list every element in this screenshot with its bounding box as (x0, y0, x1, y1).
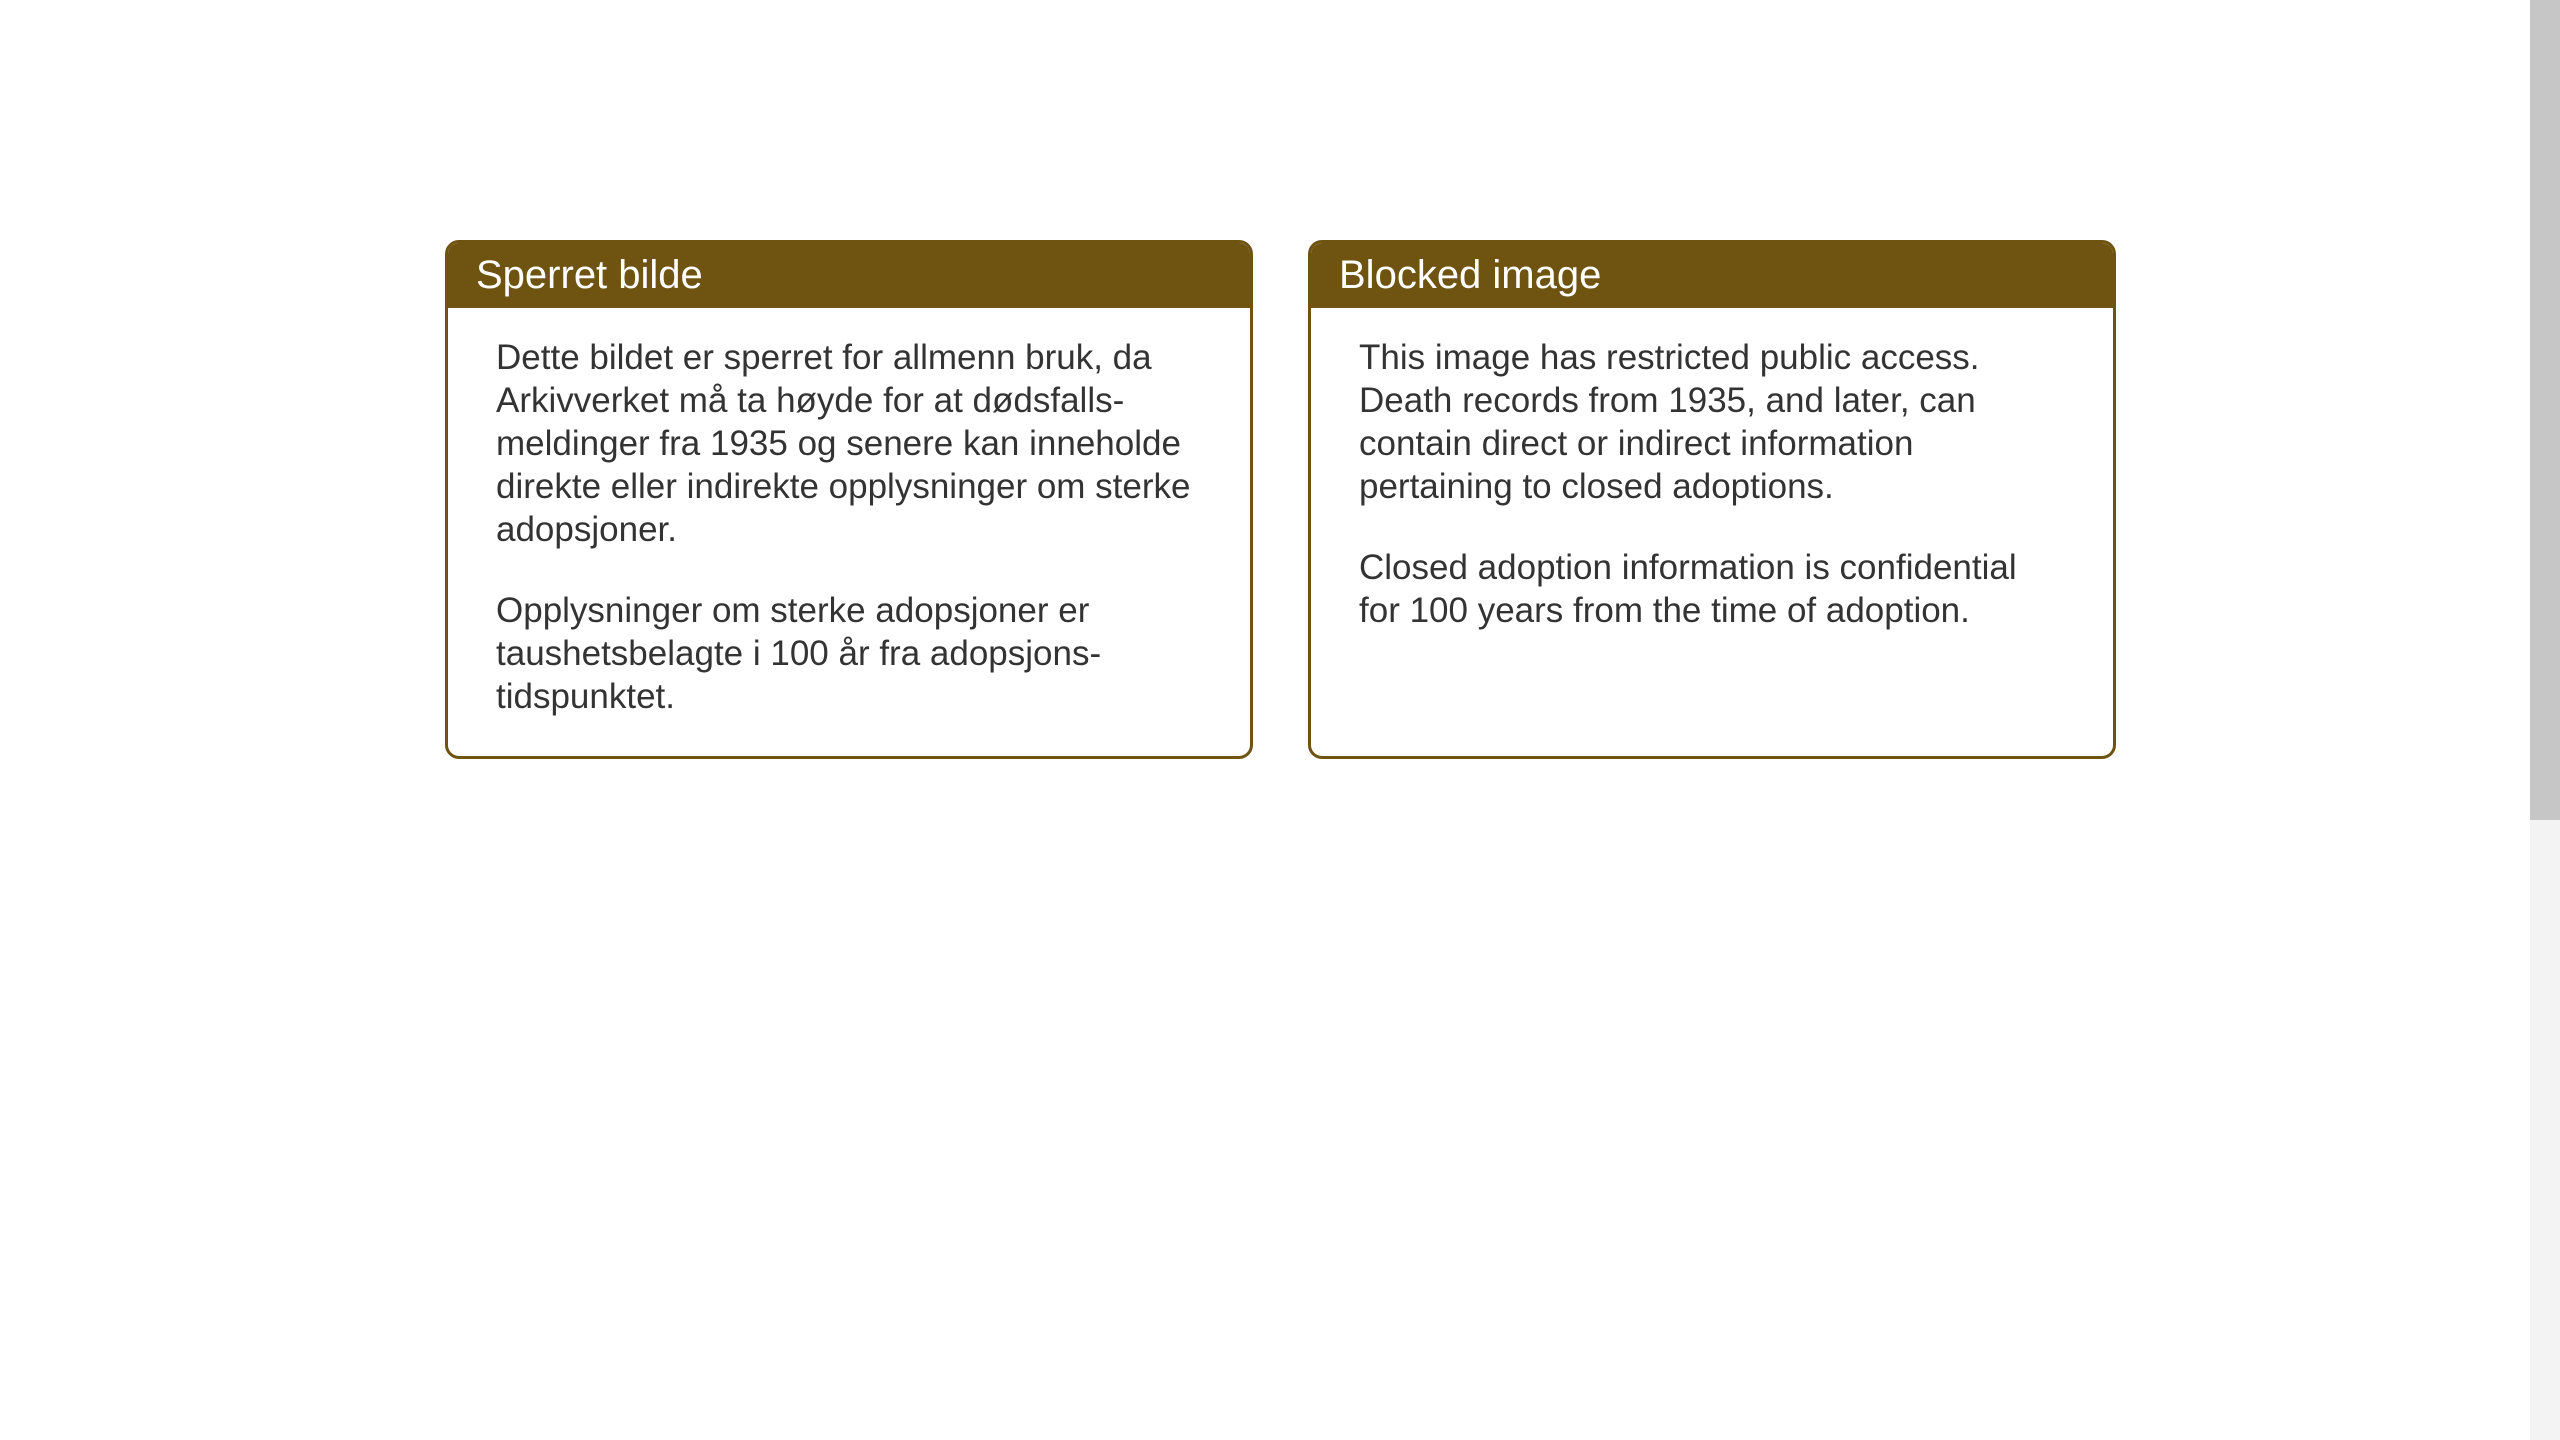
norwegian-paragraph-2: Opplysninger om sterke adopsjoner er tau… (496, 589, 1202, 718)
norwegian-card-title: Sperret bilde (476, 253, 703, 297)
norwegian-card-body: Dette bildet er sperret for allmenn bruk… (448, 308, 1250, 756)
english-paragraph-1: This image has restricted public access.… (1359, 336, 2065, 508)
scrollbar-track[interactable] (2530, 0, 2560, 1440)
english-card: Blocked image This image has restricted … (1308, 240, 2116, 759)
english-card-title: Blocked image (1339, 253, 1601, 297)
english-card-body: This image has restricted public access.… (1311, 308, 2113, 670)
norwegian-card-header: Sperret bilde (448, 243, 1250, 308)
cards-container: Sperret bilde Dette bildet er sperret fo… (445, 240, 2116, 759)
english-card-header: Blocked image (1311, 243, 2113, 308)
norwegian-paragraph-1: Dette bildet er sperret for allmenn bruk… (496, 336, 1202, 551)
english-paragraph-2: Closed adoption information is confident… (1359, 546, 2065, 632)
norwegian-card: Sperret bilde Dette bildet er sperret fo… (445, 240, 1253, 759)
scrollbar-thumb[interactable] (2530, 0, 2560, 820)
